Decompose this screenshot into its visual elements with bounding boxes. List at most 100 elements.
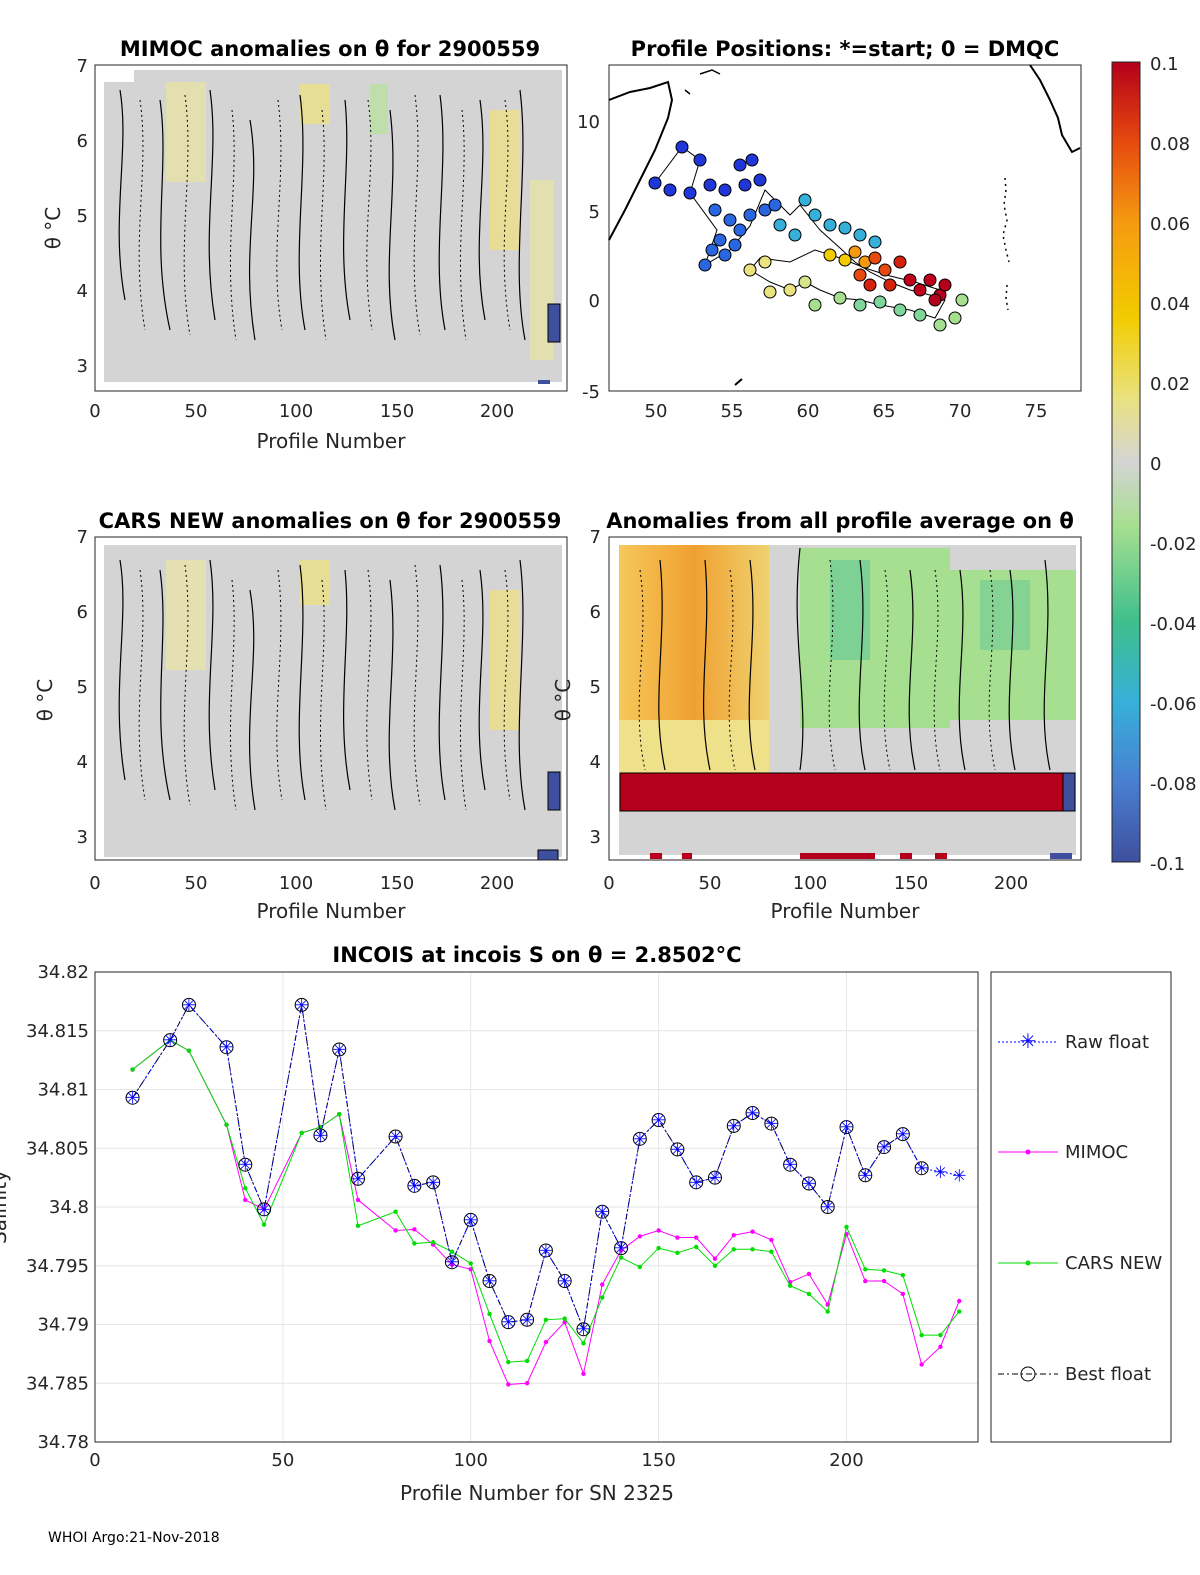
colorbar-ticks: 0.1 0.08 0.06 0.04 0.02 0 -0.02 -0.04 -0…: [1150, 54, 1197, 875]
data-point: [750, 1229, 755, 1234]
data-point: [524, 1358, 530, 1364]
legend-box: [990, 971, 1172, 1443]
data-point: [600, 1295, 605, 1300]
data-point: [693, 1235, 699, 1240]
data-point: [787, 1283, 793, 1288]
colorbar-tick: -0.08: [1150, 774, 1197, 795]
data-point: [731, 1233, 736, 1238]
legend-label: Raw float: [1065, 1032, 1149, 1053]
data-point: [224, 1122, 229, 1127]
salinity-title: INCOIS at incois S on θ = 2.8502°C: [332, 943, 741, 967]
data-point: ✳: [520, 1311, 534, 1331]
data-point: [430, 1240, 436, 1245]
data-point: [487, 1311, 492, 1317]
data-point: [581, 1371, 586, 1377]
data-point: [351, 1171, 366, 1186]
data-point: ✳: [877, 1138, 891, 1158]
colorbar-tick: -0.06: [1150, 694, 1197, 715]
colorbar: 0.1 0.08 0.06 0.04 0.02 0 -0.02 -0.04 -0…: [1111, 54, 1197, 875]
data-point: ✳: [933, 1163, 947, 1183]
data-point: [675, 1235, 680, 1240]
data-point: ✳: [332, 1041, 346, 1061]
salinity-axes-box: [94, 971, 979, 1443]
cars-xtick: 50: [185, 873, 208, 894]
data-point: ✳: [445, 1253, 459, 1273]
data-point: [520, 1312, 535, 1327]
data-point: [656, 1228, 661, 1233]
data-point: ✳: [915, 1159, 929, 1179]
data-point: [844, 1224, 849, 1230]
data-point: [538, 1243, 553, 1258]
avg-title: Anomalies from all profile average on θ: [606, 509, 1074, 533]
series-cars-new: [130, 1037, 962, 1365]
mimoc-ylabel: θ °C: [41, 207, 65, 250]
data-point: ✳: [388, 1128, 402, 1148]
cars-title: CARS NEW anomalies on θ for 2900559: [99, 509, 562, 533]
data-point: [825, 1309, 830, 1314]
data-point: [130, 1067, 135, 1072]
positions-ytick: -5: [582, 382, 600, 403]
data-point: ✳: [576, 1320, 590, 1340]
data-point: ✳: [651, 1111, 665, 1131]
data-point: [557, 1274, 572, 1289]
data-point: ✳: [670, 1140, 684, 1160]
cars-ytick: 4: [77, 752, 88, 773]
data-point: ✳: [783, 1156, 797, 1176]
avg-panel: Anomalies from all profile average on θ …: [551, 509, 1082, 923]
avg-red-band: [619, 772, 1064, 812]
data-point: [543, 1339, 549, 1345]
data-point: [806, 1291, 812, 1297]
y-tick-label: 34.82: [37, 962, 89, 983]
data-point: [877, 1140, 892, 1155]
salinity-series: ✳✳✳✳✳✳✳✳✳✳✳✳ ✳✳✳✳✳ ✳✳✳✳✳✳✳✳✳✳ ✳✳✳✳✳✳✳✳✳✳✳✳ ✳…: [125, 996, 966, 1387]
data-point: [257, 1202, 272, 1217]
cars-ytick: 3: [77, 827, 88, 848]
legend-item-best: Best float: [998, 1364, 1151, 1385]
data-point: [783, 1157, 798, 1172]
dot-icon: [1025, 1260, 1031, 1266]
data-point: ✳: [689, 1173, 703, 1193]
x-tick-label: 50: [271, 1450, 294, 1471]
footer-text: WHOI Argo:21-Nov-2018: [48, 1530, 220, 1546]
data-point: [332, 1042, 347, 1057]
colorbar-tick: 0.02: [1150, 374, 1190, 395]
data-point: [670, 1142, 685, 1157]
data-point: [839, 1120, 854, 1135]
data-point: [693, 1244, 699, 1250]
avg-ytick: 6: [590, 602, 601, 623]
data-point: ✳: [464, 1211, 478, 1231]
data-point: ✳: [163, 1031, 177, 1051]
data-point: [957, 1309, 962, 1314]
data-point: [581, 1341, 586, 1346]
data-point: [219, 1040, 234, 1055]
data-point: [726, 1118, 741, 1133]
data-point: ✳: [745, 1104, 759, 1124]
mimoc-xticks: 0 50 100 150 200: [89, 401, 514, 422]
y-tick-label: 34.8: [49, 1197, 89, 1218]
positions-xtick: 60: [797, 401, 820, 422]
data-point: [261, 1222, 267, 1227]
data-point: [562, 1319, 567, 1325]
data-point: [449, 1262, 455, 1267]
mimoc-xtick: 0: [89, 401, 100, 422]
avg-field: [608, 536, 1082, 861]
colorbar-tick: 0.06: [1150, 214, 1190, 235]
series-raw-float: ✳✳✳✳✳✳✳✳✳✳✳✳ ✳✳✳✳✳ ✳✳✳✳✳✳✳✳✳✳ ✳✳✳✳✳✳✳✳✳✳✳✳ ✳…: [125, 996, 966, 1340]
data-point: [618, 1248, 624, 1253]
y-tick-label: 34.785: [26, 1373, 89, 1394]
data-point: [769, 1237, 774, 1243]
asterisk-icon: ✳: [1020, 1029, 1037, 1053]
data-point: ✳: [182, 996, 196, 1016]
cars-xtick: 0: [89, 873, 100, 894]
colorbar-tick: -0.1: [1150, 854, 1185, 875]
coastline-africa: [608, 80, 674, 241]
cars-xlabel: Profile Number: [257, 899, 407, 923]
avg-xtick: 0: [603, 873, 614, 894]
legend: ✳ Raw float MIMOC CARS NEW Best float: [990, 971, 1172, 1443]
data-point: [407, 1178, 422, 1193]
colorbar-tick: -0.02: [1150, 534, 1197, 555]
data-point: [524, 1381, 530, 1386]
mimoc-ytick: 5: [77, 206, 88, 227]
data-point: ✳: [501, 1313, 515, 1333]
